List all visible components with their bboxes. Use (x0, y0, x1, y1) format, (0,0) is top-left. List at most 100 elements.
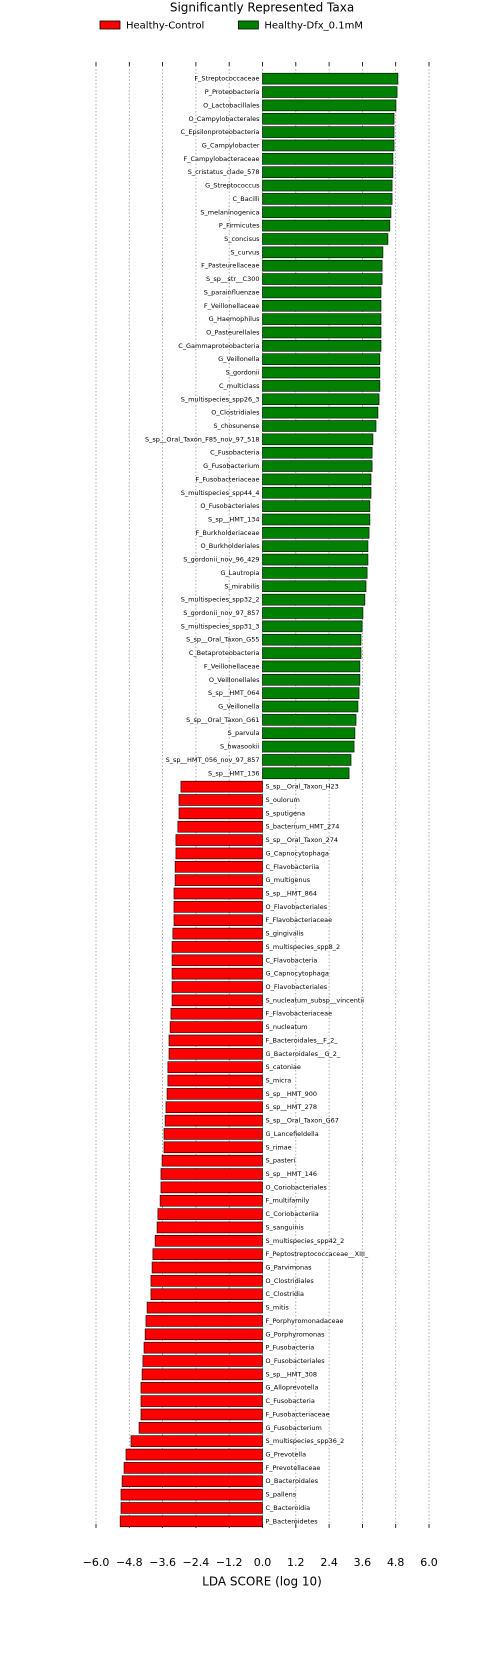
bar (262, 580, 367, 593)
category-label: G_Bacteroidales__G_2_ (266, 1050, 341, 1058)
category-label: O_Burkholderiales (200, 542, 260, 550)
bar (174, 861, 263, 873)
category-label: O_Clostridiales (211, 409, 260, 417)
category-label: F_Streptococcaceae (194, 75, 259, 83)
bar (163, 1141, 263, 1154)
category-label: S_multispecies_spp44_4 (181, 489, 260, 497)
category-label: S_multispecies_spp36_2 (266, 1437, 345, 1445)
category-label: C_Gammaproteobacteria (178, 342, 259, 350)
category-label: O_Fusobacteriales (200, 502, 260, 510)
category-label: S_pasteri (266, 1157, 296, 1165)
category-label: P_Proteobacteria (205, 88, 260, 96)
category-label: G_Campylobacter (202, 141, 260, 149)
x-tick-label: 2.4 (320, 1556, 338, 1569)
category-label: F_Campylobacteraceae (183, 155, 259, 163)
category-label: G_Capnocytophaga (266, 849, 329, 857)
category-label: F_Bacteroidales__F_2_ (266, 1036, 339, 1044)
category-label: F_Flavobacteriaceae (266, 916, 333, 924)
category-label: S_melaninogenica (200, 208, 259, 216)
bar (262, 86, 398, 98)
legend-swatch (237, 20, 259, 30)
bar (262, 460, 373, 472)
category-label: O_Flavobacteriales (266, 903, 328, 911)
category-label: G_multigenus (266, 876, 311, 884)
bar (262, 433, 374, 446)
bar (262, 420, 377, 432)
category-label: C_Coriobacteriia (266, 1210, 319, 1218)
bar (262, 380, 381, 392)
category-label: C_Flavobacteriia (266, 863, 320, 871)
category-label: S_sp__HMT_864 (266, 890, 318, 898)
x-tick-label: 0.0 (254, 1556, 272, 1569)
category-label: S_sp__Oral_Taxon_274 (266, 836, 339, 844)
category-label: S_sp__HMT_134 (208, 515, 260, 523)
bar (262, 740, 355, 753)
category-label: S_multispecies_spp32_2 (181, 596, 260, 604)
bar (172, 927, 263, 940)
category-label: F_multifamily (266, 1197, 310, 1205)
bar (168, 1048, 263, 1060)
category-label: G_Lancefieldella (266, 1130, 319, 1138)
category-label: S_sp__str__C300 (206, 275, 259, 283)
bar (125, 1448, 263, 1461)
bar (168, 1034, 263, 1047)
category-label: O_Clostridiales (266, 1277, 315, 1285)
bar (178, 807, 263, 820)
category-label: P_Bacteroidetes (266, 1517, 319, 1525)
bar (262, 754, 352, 766)
category-label: S_gordonii_nov_96_429 (183, 556, 259, 564)
bar (262, 299, 382, 312)
category-label: F_Peptostreptococcaceae__XIII_ (266, 1250, 369, 1258)
category-label: C_Betaproteobacteria (189, 649, 260, 657)
category-label: S_hwasookii (220, 743, 260, 751)
x-tick-label: −3.6 (149, 1556, 176, 1569)
category-label: S_mirabilis (224, 582, 260, 590)
category-label: S_sanguinis (266, 1223, 305, 1231)
bar (262, 513, 371, 526)
category-label: G_Alloprevotella (266, 1384, 319, 1392)
category-label: C_Clostridia (266, 1290, 304, 1298)
category-label: G_Veillonella (218, 355, 259, 363)
category-label: G_Prevotella (266, 1451, 307, 1459)
bar (163, 1128, 263, 1140)
category-label: G_Lautropia (221, 569, 260, 577)
category-label: P_Firmicutes (219, 222, 260, 230)
category-label: S_nucleatum (266, 1023, 308, 1031)
bar (140, 1408, 263, 1421)
bar (152, 1248, 263, 1260)
bar (262, 153, 394, 165)
bar (262, 687, 360, 699)
bar (262, 193, 393, 205)
bar (161, 1154, 263, 1167)
bar (262, 340, 382, 352)
bar (143, 1341, 263, 1354)
category-label: C_Bacilli (232, 195, 259, 203)
bar (262, 674, 361, 686)
category-label: S_sp__Oral_Taxon_G61 (186, 716, 259, 724)
bar (166, 1088, 263, 1100)
category-label: S_catoniae (266, 1063, 301, 1071)
category-label: C_Epsilonproteobacteria (181, 128, 260, 136)
bar (150, 1288, 263, 1301)
bar (169, 1021, 263, 1033)
category-label: O_Campylobacterales (188, 115, 260, 123)
legend-label: Healthy-Control (126, 21, 204, 32)
bar (262, 446, 373, 459)
category-label: S_sp__Oral_Taxon_G55 (186, 636, 259, 644)
category-label: G_Streptococcus (205, 182, 260, 190)
category-label: F_Fusobacteriaceae (195, 475, 259, 483)
category-label: S_sp__Oral_Taxon_F85_nov_97_518 (145, 435, 259, 443)
bar (146, 1301, 263, 1314)
bar (180, 780, 263, 793)
bar (262, 473, 372, 486)
category-label: S_parvula (228, 729, 260, 737)
category-label: F_Pasteurellaceae (201, 262, 259, 270)
bar (262, 500, 371, 512)
bar (262, 527, 370, 539)
bar (262, 607, 364, 619)
bar (156, 1221, 263, 1234)
bar (262, 233, 389, 245)
category-label: S_oulorum (266, 796, 300, 804)
